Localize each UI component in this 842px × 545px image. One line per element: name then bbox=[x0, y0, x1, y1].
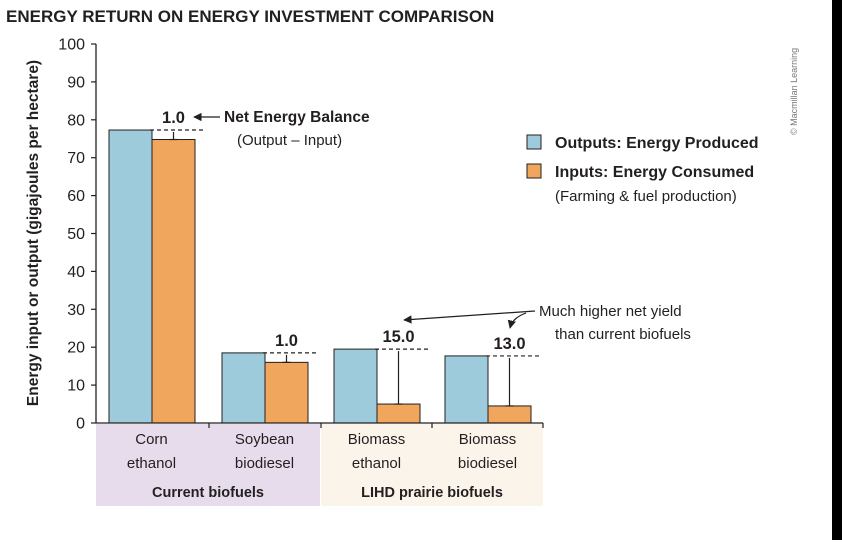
net-balance-title: Net Energy Balance bbox=[224, 109, 370, 126]
bar-input-0 bbox=[151, 139, 196, 424]
bar-input-2 bbox=[376, 403, 421, 424]
group-band-0 bbox=[96, 424, 320, 506]
y-tick-label-50: 50 bbox=[67, 226, 85, 243]
y-axis: 0 10 20 30 40 50 60 70 80 90 100 bbox=[58, 37, 97, 433]
y-axis-label: Energy input or output (gigajoules per h… bbox=[25, 60, 42, 406]
bars bbox=[108, 129, 532, 424]
y-tick-label-10: 10 bbox=[67, 378, 85, 395]
y-tick-label-60: 60 bbox=[67, 188, 85, 205]
group-band-1 bbox=[321, 424, 543, 506]
y-tick-label-70: 70 bbox=[67, 150, 85, 167]
legend-label-1: Inputs: Energy Consumed bbox=[555, 164, 754, 181]
chart-title: ENERGY RETURN ON ENERGY INVESTMENT COMPA… bbox=[6, 7, 494, 26]
y-tick-label-80: 80 bbox=[67, 112, 85, 129]
net-label-3: 13.0 bbox=[493, 335, 525, 353]
bar-output-2 bbox=[333, 348, 378, 424]
y-tick-label-100: 100 bbox=[58, 37, 85, 54]
net-label-0: 1.0 bbox=[162, 109, 185, 127]
legend-sub-1: (Farming & fuel production) bbox=[555, 188, 737, 205]
y-tick-label-20: 20 bbox=[67, 340, 85, 357]
y-tick-label-30: 30 bbox=[67, 302, 85, 319]
y-tick-label-0: 0 bbox=[76, 416, 85, 433]
credit-text: © Macmillan Learning bbox=[789, 48, 799, 135]
window-edge bbox=[832, 0, 842, 540]
higher-yield-arrow-right bbox=[507, 312, 527, 329]
net-label-1: 1.0 bbox=[275, 332, 298, 350]
net-balance-sub: (Output – Input) bbox=[237, 132, 342, 149]
category-label-2-1: ethanol bbox=[352, 455, 401, 472]
net-label-2: 15.0 bbox=[382, 328, 414, 346]
category-label-1-1: biodiesel bbox=[235, 455, 294, 472]
category-label-0-0: Corn bbox=[135, 431, 168, 448]
category-label-3-0: Biomass bbox=[459, 431, 517, 448]
group-label-1: LIHD prairie biofuels bbox=[361, 485, 503, 501]
legend-label-0: Outputs: Energy Produced bbox=[555, 135, 759, 152]
category-label-1-0: Soybean bbox=[235, 431, 294, 448]
y-tick-label-90: 90 bbox=[67, 74, 85, 91]
legend: Outputs: Energy Produced Inputs: Energy C… bbox=[526, 134, 759, 205]
legend-swatch-1 bbox=[526, 163, 542, 179]
bar-input-3 bbox=[487, 405, 532, 424]
category-label-3-1: biodiesel bbox=[458, 455, 517, 472]
higher-yield-arrow-left bbox=[403, 310, 536, 324]
higher-yield-line2: than current biofuels bbox=[555, 326, 691, 343]
y-tick-label-40: 40 bbox=[67, 264, 85, 281]
bar-input-1 bbox=[264, 361, 309, 424]
bar-output-1 bbox=[221, 352, 266, 424]
bar-output-0 bbox=[108, 129, 153, 424]
group-label-0: Current biofuels bbox=[152, 485, 264, 501]
category-label-2-0: Biomass bbox=[348, 431, 406, 448]
bar-output-3 bbox=[444, 355, 489, 424]
legend-swatch-0 bbox=[526, 134, 542, 150]
higher-yield-line1: Much higher net yield bbox=[539, 303, 682, 320]
category-label-0-1: ethanol bbox=[127, 455, 176, 472]
